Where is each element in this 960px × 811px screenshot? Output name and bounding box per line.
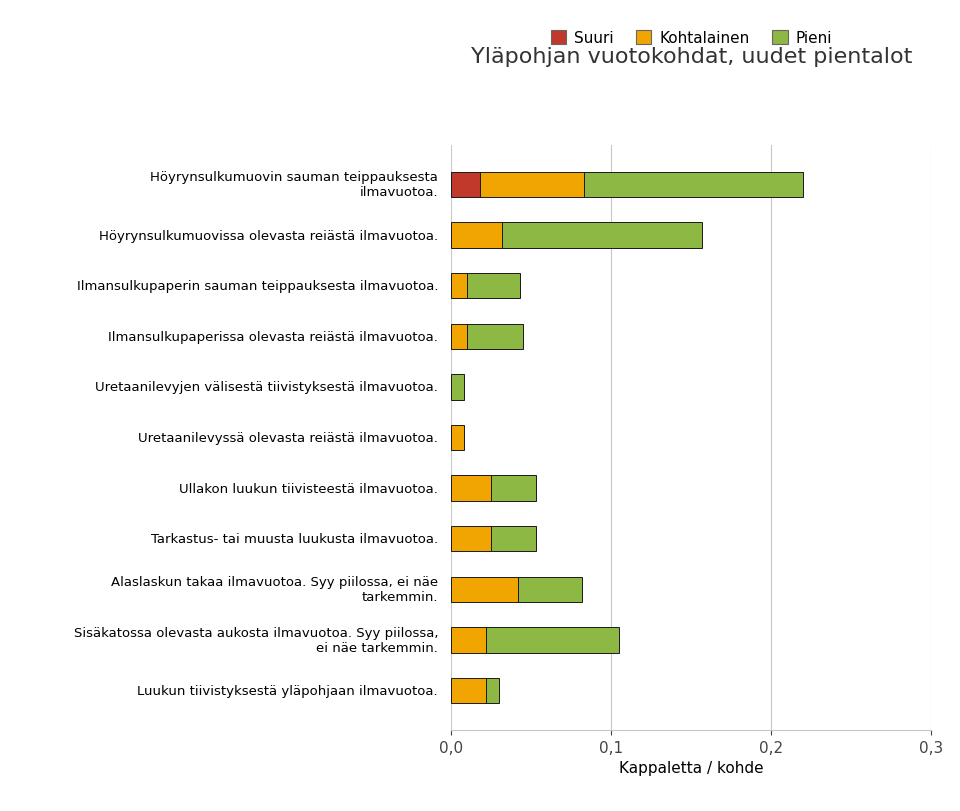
Bar	[451, 223, 502, 248]
Bar	[451, 324, 468, 350]
Bar	[451, 628, 487, 653]
Bar	[468, 324, 523, 350]
Bar	[451, 577, 518, 603]
Bar	[451, 678, 487, 703]
Bar	[502, 223, 703, 248]
Bar	[451, 273, 468, 299]
Bar	[480, 173, 584, 198]
Legend: Suuri, Kohtalainen, Pieni: Suuri, Kohtalainen, Pieni	[544, 25, 838, 53]
Text: Yläpohjan vuotokohdat, uudet pientalot: Yläpohjan vuotokohdat, uudet pientalot	[470, 47, 912, 67]
Bar	[451, 375, 464, 400]
Bar	[451, 425, 464, 451]
Bar	[451, 526, 492, 551]
Bar	[487, 678, 499, 703]
Bar	[492, 476, 536, 501]
Bar	[468, 273, 520, 299]
Bar	[487, 628, 619, 653]
Bar	[451, 476, 492, 501]
Bar	[518, 577, 583, 603]
Bar	[584, 173, 804, 198]
Bar	[451, 173, 480, 198]
Bar	[492, 526, 536, 551]
X-axis label: Kappaletta / kohde: Kappaletta / kohde	[619, 760, 763, 775]
